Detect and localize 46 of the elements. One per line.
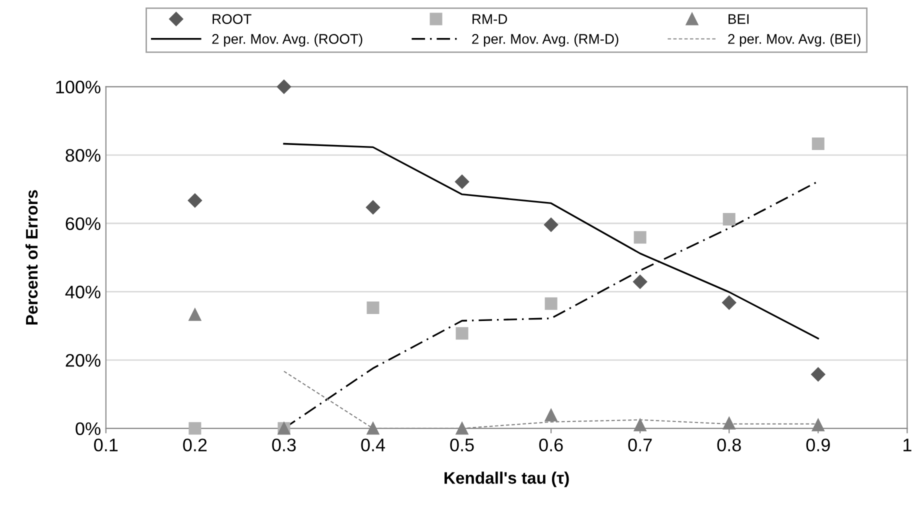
legend-label: ROOT (212, 14, 252, 24)
y-tick-label: 100% (56, 80, 100, 94)
point (722, 296, 736, 310)
point (456, 422, 468, 435)
point (454, 174, 470, 189)
point (188, 193, 202, 208)
point (276, 80, 292, 94)
point (544, 218, 558, 232)
point (366, 200, 380, 214)
x-tick-label: 0.4 (361, 438, 386, 452)
legend-label: 2 per. Mov. Avg. (ROOT) (212, 34, 362, 47)
point (544, 408, 558, 422)
x-tick-label: 1 (904, 438, 912, 452)
y-tick-label: 0% (76, 422, 100, 436)
point (188, 308, 202, 321)
legend-label: BEI (728, 14, 749, 24)
y-tick-label: 40% (65, 286, 100, 298)
x-tick-label: 0.6 (539, 438, 563, 452)
point (812, 138, 824, 150)
x-tick-label: 0.5 (450, 438, 474, 452)
y-tick-label: 20% (66, 354, 100, 367)
point (544, 297, 558, 310)
point (811, 367, 826, 382)
x-axis-title: Kendall's tau (τ) (444, 472, 569, 488)
point (633, 274, 648, 289)
x-tick-label: 0.9 (806, 438, 830, 452)
point (722, 417, 736, 430)
point (366, 302, 380, 314)
point (812, 418, 824, 432)
legend-label: RM-D (472, 14, 508, 24)
x-tick-label: 0.3 (272, 438, 296, 452)
point (722, 213, 736, 226)
x-tick-label: 0.8 (717, 438, 741, 452)
legend-label: 2 per. Mov. Avg. (RM-D) (472, 34, 618, 47)
x-tick-label: 0.7 (628, 438, 652, 452)
point (456, 327, 468, 340)
point (188, 422, 202, 435)
legend-label: 2 per. Mov. Avg. (BEI) (728, 34, 860, 47)
y-tick-label: 60% (66, 217, 100, 230)
y-axis-title: Percent of Errors (25, 190, 38, 325)
y-tick-label: 80% (66, 148, 100, 162)
x-tick-label: 0.1 (94, 438, 118, 452)
x-tick-label: 0.2 (183, 438, 207, 452)
point (634, 231, 646, 244)
point (366, 422, 380, 435)
point (634, 418, 646, 432)
